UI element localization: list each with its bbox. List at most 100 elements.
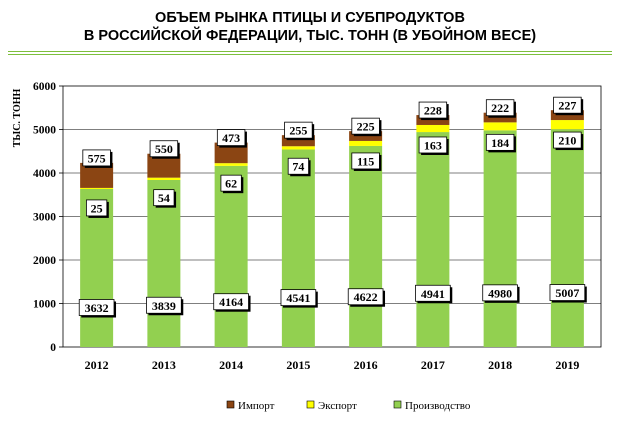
bar-segment-Экспорт-2014 [214,163,248,166]
data-label-Производство-2018: 4980 [482,284,520,303]
svg-text:473: 473 [222,131,240,145]
header-rule-top [8,51,612,52]
svg-text:255: 255 [289,124,307,138]
x-tick-labels: 2012 2013 2014 2015 2016 2017 2018 2019 [85,358,580,372]
svg-text:550: 550 [155,142,173,156]
bar-segment-Экспорт-2012 [80,187,114,190]
svg-text:4622: 4622 [354,290,378,304]
legend-swatch-Импорт [226,400,235,409]
data-label-Импорт-2016: 225 [351,117,382,137]
x-tick-label: 2014 [219,358,243,372]
legend-swatch-Производство [393,400,402,409]
y-tick-label: 3000 [33,212,56,224]
svg-text:3632: 3632 [85,301,109,315]
svg-text:184: 184 [491,136,509,150]
data-label-Производство-2014: 4164 [213,293,251,312]
y-tick-label: 4000 [33,168,56,180]
bar-segment-Экспорт-2013 [147,177,181,181]
svg-text:4941: 4941 [421,287,445,301]
y-tick-label: 1000 [33,299,56,311]
data-label-Импорт-2017: 228 [418,101,449,121]
bar-segment-Производство-2013 [147,180,181,347]
data-label-Импорт-2018: 222 [485,99,516,118]
x-tick-label: 2018 [488,358,512,372]
y-tick-label: 5000 [33,125,56,137]
data-label-Производство-2016: 4622 [347,288,386,307]
data-label-Импорт-2015: 255 [284,121,315,141]
svg-text:228: 228 [424,104,442,118]
y-tick-label: 0 [50,342,56,354]
data-label-Импорт-2014: 473 [216,129,247,148]
x-tick-label: 2016 [354,358,378,372]
bar-segment-Импорт-2013 [147,153,181,178]
data-label-Экспорт-2013: 54 [153,189,177,208]
x-tick-label: 2013 [152,358,176,372]
header-rule-bottom [8,54,612,55]
bar-segment-Производство-2018 [483,130,517,347]
bars: 3632 25 575 3839 54 550 4164 62 473 4541 74 255 4622… [78,96,587,347]
y-tick-labels: 0 1000 2000 3000 4000 5000 6000 [33,81,63,354]
data-label-Производство-2017: 4941 [415,284,453,304]
bar-segment-Производство-2015 [281,149,315,347]
bar-segment-Экспорт-2017 [416,124,450,133]
bar-segment-Производство-2017 [416,132,450,347]
svg-text:4980: 4980 [488,286,512,300]
x-tick-label: 2019 [555,358,579,372]
svg-text:210: 210 [558,134,576,148]
legend-label-Экспорт: Экспорт [318,400,357,412]
svg-text:62: 62 [225,177,237,191]
y-axis-label: ТЫС. ТОНН [12,88,23,147]
y-tick-label: 6000 [33,81,56,93]
data-label-Экспорт-2016: 115 [351,152,382,171]
bar-group-2015 [281,135,315,347]
data-label-Производство-2013: 3839 [146,296,184,316]
data-label-Экспорт-2019: 210 [553,131,584,151]
svg-text:227: 227 [558,99,576,113]
bar-group-2019 [550,110,584,347]
legend-label-Импорт: Импорт [238,400,275,412]
chart-title: ОБЪЕМ РЫНКА ПТИЦЫ И СУБПРОДУКТОВ [155,10,465,26]
data-label-Импорт-2019: 227 [553,96,584,116]
data-label-Экспорт-2012: 25 [86,199,109,218]
svg-text:4541: 4541 [286,291,310,305]
data-label-Производство-2019: 5007 [549,284,587,303]
bar-group-2013 [147,153,181,347]
legend-swatch-Экспорт [306,400,315,409]
bar-segment-Экспорт-2016 [349,140,383,146]
legend: Импорт Экспорт Производство [226,400,471,412]
svg-text:225: 225 [357,120,375,134]
data-label-Производство-2012: 3632 [78,299,117,318]
bar-segment-Импорт-2015 [281,135,315,147]
svg-text:25: 25 [91,201,103,215]
svg-text:54: 54 [158,191,170,205]
y-tick-label: 2000 [33,255,56,267]
svg-text:222: 222 [491,101,509,115]
data-label-Экспорт-2014: 62 [220,174,244,194]
x-tick-label: 2015 [286,358,310,372]
bar-group-2014 [214,142,248,347]
svg-text:575: 575 [88,151,106,165]
legend-label-Производство: Производство [405,400,471,412]
svg-text:163: 163 [424,138,442,152]
svg-text:3839: 3839 [152,299,176,313]
bar-segment-Производство-2016 [349,145,383,347]
bar-segment-Импорт-2014 [214,142,248,164]
data-label-Экспорт-2018: 184 [485,133,516,153]
svg-text:4164: 4164 [219,295,243,309]
bar-group-2012 [80,162,114,347]
x-tick-label: 2012 [85,358,109,372]
bar-segment-Производство-2014 [214,165,248,347]
bar-segment-Экспорт-2015 [281,146,315,150]
data-label-Экспорт-2015: 74 [287,157,311,177]
svg-text:115: 115 [357,154,374,168]
svg-text:5007: 5007 [555,286,579,300]
bar-segment-Экспорт-2018 [483,122,517,131]
data-label-Производство-2015: 4541 [280,289,318,308]
data-label-Импорт-2013: 550 [149,140,180,159]
svg-text:74: 74 [292,160,304,174]
chart-subtitle: В РОССИЙСКОЙ ФЕДЕРАЦИИ, ТЫС. ТОНН (В УБО… [83,28,537,44]
data-label-Импорт-2012: 575 [82,149,113,168]
x-tick-label: 2017 [421,358,445,372]
data-label-Экспорт-2017: 163 [418,136,449,155]
